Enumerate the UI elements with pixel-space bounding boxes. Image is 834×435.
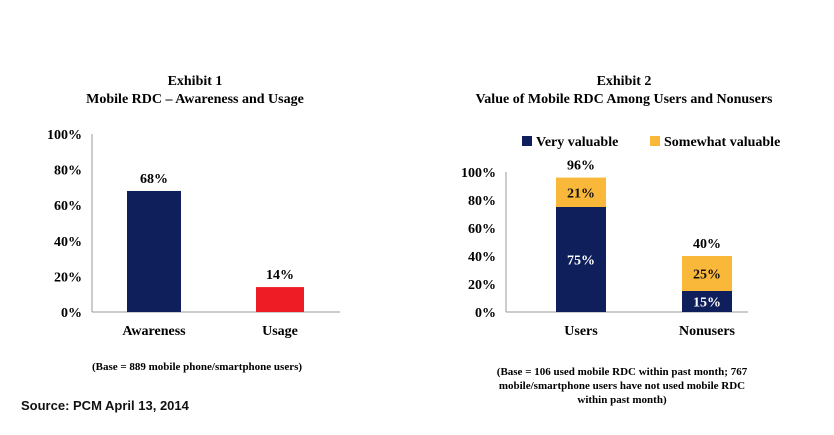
chart1-ytick-40: 40% [54,235,82,250]
chart1-ytick-0: 0% [61,306,82,321]
chart2-ytick-60: 60% [468,222,496,237]
chart2-total-labels: 96% 40% [567,159,721,252]
chart1-data-label-usage: 14% [266,268,294,283]
chart2-data-label-users-somewhat-valuable: 21% [567,186,595,201]
chart2-total-label-users: 96% [567,159,595,174]
chart2-ytick-0: 0% [475,306,496,321]
chart2-bar-users-somewhat-valuable [556,177,606,207]
legend-swatch-somewhat-valuable [650,136,660,146]
exhibit-1-chart: Exhibit 1 Mobile RDC – Awareness and Usa… [47,74,340,373]
chart1-ytick-100: 100% [47,128,82,143]
chart2-category-nonusers: Nonusers [679,324,736,339]
legend-label-very-valuable: Very valuable [536,135,618,150]
chart2-ytick-20: 20% [468,278,496,293]
chart1-subtitle: Mobile RDC – Awareness and Usage [86,92,304,107]
chart1-bars [127,190,304,312]
chart1-bar-usage [256,287,304,312]
chart2-data-labels: 75% 21% 15% 25% [567,186,721,310]
chart2-data-label-nonusers-somewhat-valuable: 25% [693,268,721,283]
chart2-category-labels: Users Nonusers [564,324,735,339]
chart2-ytick-40: 40% [468,250,496,265]
chart2-subtitle: Value of Mobile RDC Among Users and Nonu… [475,92,773,107]
chart2-note-line-2: mobile/smartphone users have not used mo… [499,380,745,392]
chart1-ytick-60: 60% [54,199,82,214]
chart2-total-label-nonusers: 40% [693,237,721,252]
chart2-ytick-100: 100% [461,166,496,181]
chart1-bar-awareness [127,190,181,312]
chart2-bar-users-very-valuable [556,207,606,312]
chart2-legend: Very valuable Somewhat valuable [522,135,780,150]
chart2-title: Exhibit 2 [597,74,652,89]
chart2-note-line-1: (Base = 106 used mobile RDC within past … [497,366,748,378]
chart2-bar-nonusers-very-valuable [682,291,732,312]
chart2-y-ticks: 0% 20% 40% 60% 80% 100% [461,166,496,321]
chart1-note: (Base = 889 mobile phone/smartphone user… [92,361,302,373]
chart1-data-label-awareness: 68% [140,172,168,187]
chart2-bar-nonusers-somewhat-valuable [682,256,732,291]
chart1-y-ticks: 0% 20% 40% 60% 80% 100% [47,128,82,321]
source-caption: Source: PCM April 13, 2014 [21,398,189,413]
chart2-note-line-3: within past month) [577,394,667,406]
chart2-category-users: Users [564,324,598,339]
chart2-data-label-nonusers-very-valuable: 15% [693,296,721,311]
chart2-data-label-users-very-valuable: 75% [567,254,595,269]
chart1-category-labels: Awareness Usage [122,324,298,339]
chart1-data-labels: 68% 14% [140,172,294,283]
chart1-ytick-80: 80% [54,164,82,179]
exhibit-2-chart: Exhibit 2 Value of Mobile RDC Among User… [461,74,780,406]
legend-swatch-very-valuable [522,136,532,146]
chart1-title: Exhibit 1 [168,74,223,89]
chart1-ytick-20: 20% [54,270,82,285]
chart1-category-usage: Usage [262,324,298,339]
legend-label-somewhat-valuable: Somewhat valuable [664,135,780,150]
chart2-bars [556,177,732,312]
chart2-ytick-80: 80% [468,194,496,209]
chart1-category-awareness: Awareness [122,324,186,339]
